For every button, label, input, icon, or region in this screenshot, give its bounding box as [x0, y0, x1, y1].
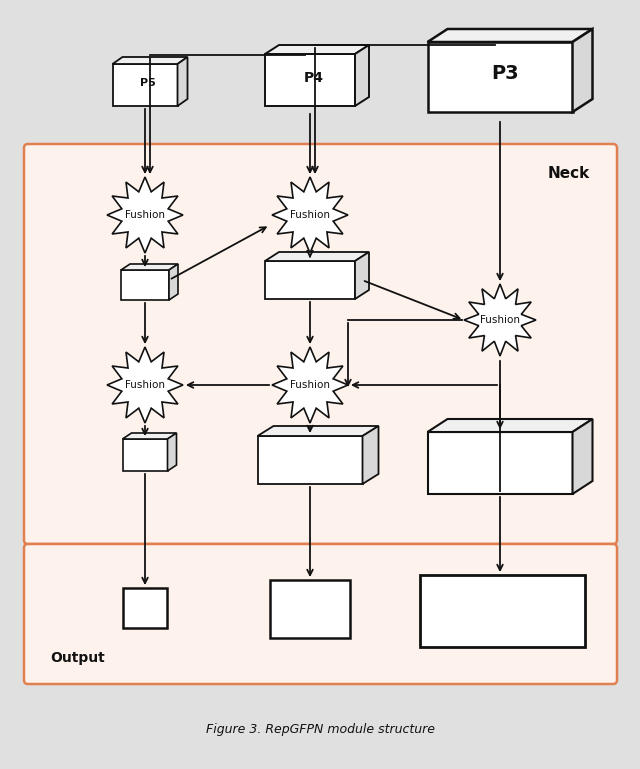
Text: P5: P5: [140, 78, 156, 88]
Polygon shape: [428, 29, 593, 42]
Polygon shape: [122, 433, 177, 439]
Polygon shape: [428, 419, 593, 432]
Polygon shape: [121, 264, 178, 270]
Polygon shape: [177, 57, 188, 106]
Polygon shape: [121, 270, 169, 300]
Polygon shape: [113, 57, 188, 64]
Polygon shape: [107, 177, 183, 253]
Polygon shape: [355, 45, 369, 106]
Polygon shape: [265, 261, 355, 299]
FancyBboxPatch shape: [24, 544, 617, 684]
Polygon shape: [464, 284, 536, 356]
Polygon shape: [168, 433, 177, 471]
Polygon shape: [265, 54, 355, 106]
Polygon shape: [265, 252, 369, 261]
Polygon shape: [113, 64, 177, 106]
Polygon shape: [169, 264, 178, 300]
Polygon shape: [272, 347, 348, 423]
Polygon shape: [257, 436, 362, 484]
Bar: [123, 588, 167, 628]
Polygon shape: [428, 42, 573, 112]
Text: Neck: Neck: [548, 166, 590, 181]
Bar: [420, 575, 585, 647]
Text: Figure 3. RepGFPN module structure: Figure 3. RepGFPN module structure: [205, 724, 435, 737]
Text: Output: Output: [50, 651, 105, 665]
Text: Fushion: Fushion: [290, 380, 330, 390]
Polygon shape: [428, 432, 573, 494]
FancyBboxPatch shape: [24, 144, 617, 544]
Polygon shape: [107, 347, 183, 423]
Text: P3: P3: [491, 65, 519, 83]
Polygon shape: [257, 426, 378, 436]
Polygon shape: [362, 426, 378, 484]
Polygon shape: [265, 45, 369, 54]
Text: Fushion: Fushion: [125, 210, 165, 220]
Text: Fushion: Fushion: [290, 210, 330, 220]
Polygon shape: [573, 419, 593, 494]
Text: Fushion: Fushion: [480, 315, 520, 325]
Polygon shape: [573, 29, 593, 112]
Polygon shape: [355, 252, 369, 299]
Polygon shape: [122, 439, 168, 471]
Polygon shape: [272, 177, 348, 253]
Bar: [270, 580, 350, 638]
Text: P4: P4: [303, 71, 323, 85]
Text: Fushion: Fushion: [125, 380, 165, 390]
